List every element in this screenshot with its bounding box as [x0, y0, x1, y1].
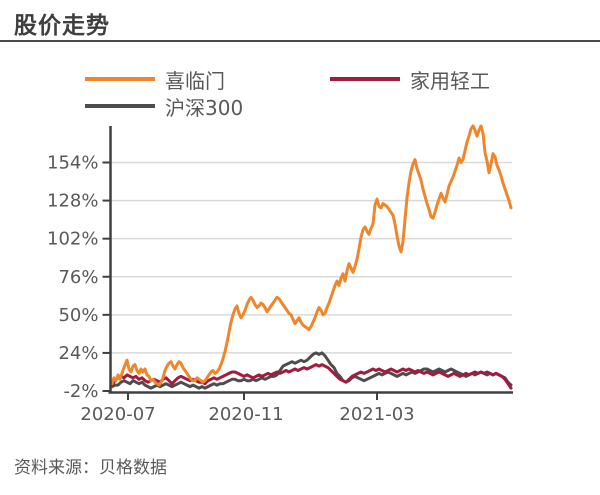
title-underline	[0, 40, 600, 42]
legend-label-xilinmen: 喜临门	[165, 68, 225, 93]
svg-text:2021-03: 2021-03	[339, 404, 414, 425]
legend-item-csi300: 沪深300	[85, 93, 244, 120]
legend-item-household: 家用轻工	[330, 66, 490, 93]
page-title: 股价走势	[14, 13, 110, 39]
legend-label-household: 家用轻工	[410, 68, 490, 93]
data-source: 资料来源：贝格数据	[14, 458, 167, 478]
svg-text:24%: 24%	[58, 343, 98, 364]
legend-swatch-household	[330, 77, 400, 81]
svg-text:2020-07: 2020-07	[80, 404, 155, 425]
legend-swatch-csi300	[85, 104, 155, 108]
svg-text:128%: 128%	[47, 191, 98, 212]
svg-text:2020-11: 2020-11	[208, 404, 283, 425]
legend-item-xilinmen: 喜临门	[85, 66, 225, 93]
price-trend-chart: -2% 24% 50% 76% 102% 128% 154% 2020-07 2020-11 20…	[47, 124, 513, 425]
svg-text:76%: 76%	[58, 267, 98, 288]
svg-text:102%: 102%	[47, 229, 98, 250]
svg-text:50%: 50%	[58, 305, 98, 326]
legend-swatch-xilinmen	[85, 77, 155, 81]
legend-label-csi300: 沪深300	[165, 95, 244, 120]
svg-text:-2%: -2%	[63, 381, 98, 402]
svg-text:154%: 154%	[47, 153, 98, 174]
